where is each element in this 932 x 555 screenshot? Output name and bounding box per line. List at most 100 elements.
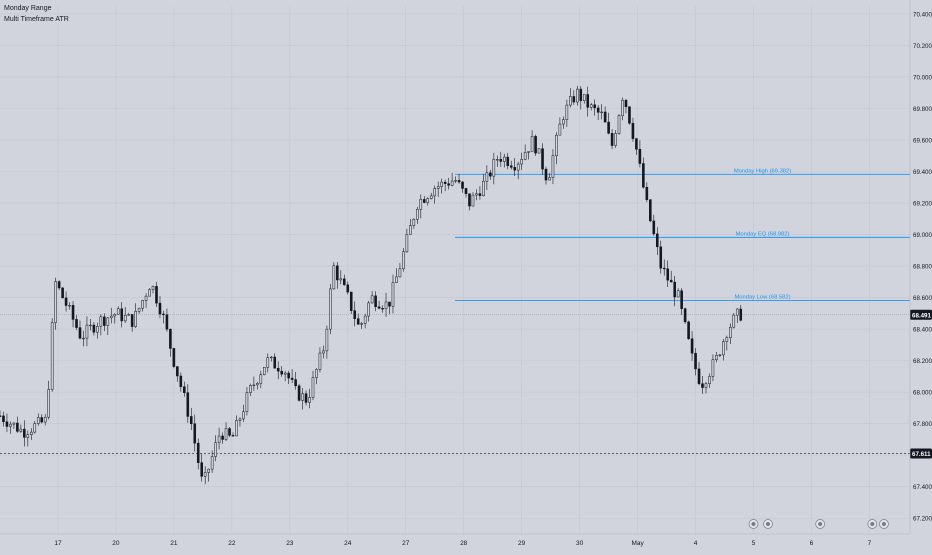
candle-body[interactable] — [106, 317, 110, 326]
candle-body[interactable] — [85, 324, 89, 339]
candle-body[interactable] — [429, 195, 433, 199]
candle-body[interactable] — [666, 268, 670, 281]
candle-body[interactable] — [419, 199, 423, 210]
candle-body[interactable] — [50, 322, 54, 390]
candle-body[interactable] — [412, 218, 416, 226]
candle-body[interactable] — [409, 225, 412, 235]
candle-body[interactable] — [735, 308, 739, 316]
candle-body[interactable] — [193, 423, 197, 444]
candle-body[interactable] — [127, 314, 130, 316]
candle-body[interactable] — [489, 172, 492, 177]
candle-body[interactable] — [739, 308, 743, 321]
candle-body[interactable] — [342, 278, 346, 286]
candle-body[interactable] — [402, 251, 405, 270]
candle-body[interactable] — [332, 265, 336, 290]
candles[interactable] — [0, 85, 743, 485]
candle-body[interactable] — [513, 167, 516, 171]
candle-body[interactable] — [200, 462, 204, 477]
candle-body[interactable] — [725, 337, 729, 342]
candle-body[interactable] — [203, 472, 207, 477]
candle-body[interactable] — [169, 328, 172, 349]
candle-body[interactable] — [235, 420, 238, 437]
candle-body[interactable] — [283, 372, 287, 375]
candle-body[interactable] — [120, 308, 124, 322]
candle-body[interactable] — [196, 442, 200, 463]
candle-body[interactable] — [339, 278, 343, 281]
candle-body[interactable] — [109, 315, 113, 319]
candle-body[interactable] — [304, 393, 308, 403]
candle-body[interactable] — [9, 423, 12, 427]
candle-body[interactable] — [492, 159, 496, 177]
candle-body[interactable] — [356, 318, 360, 325]
candle-body[interactable] — [551, 155, 555, 178]
candle-body[interactable] — [47, 389, 50, 418]
candle-body[interactable] — [635, 138, 638, 150]
candle-body[interactable] — [729, 326, 732, 338]
candle-body[interactable] — [103, 316, 106, 326]
candle-body[interactable] — [144, 295, 148, 301]
candle-body[interactable] — [162, 313, 165, 316]
candle-body[interactable] — [92, 324, 96, 333]
candle-body[interactable] — [690, 338, 694, 354]
candle-body[interactable] — [242, 411, 245, 420]
candle-body[interactable] — [297, 385, 301, 401]
candle-body[interactable] — [683, 308, 687, 323]
indicator-monday-range[interactable]: Monday Range — [4, 5, 52, 12]
candle-body[interactable] — [224, 428, 228, 440]
candle-body[interactable] — [189, 416, 193, 424]
candle-body[interactable] — [130, 314, 134, 327]
candle-body[interactable] — [638, 149, 642, 164]
previous-level-badge[interactable] — [910, 448, 932, 459]
candle-body[interactable] — [172, 348, 176, 367]
candle-body[interactable] — [0, 415, 2, 417]
candle-body[interactable] — [621, 99, 624, 116]
candle-body[interactable] — [353, 310, 357, 319]
candle-body[interactable] — [68, 305, 71, 307]
candle-body[interactable] — [238, 418, 242, 421]
candle-body[interactable] — [687, 321, 690, 339]
candle-body[interactable] — [628, 106, 631, 124]
candle-body[interactable] — [530, 136, 534, 152]
candle-body[interactable] — [322, 350, 325, 354]
candle-body[interactable] — [263, 366, 266, 375]
candle-body[interactable] — [259, 374, 263, 384]
current-price-badge[interactable] — [910, 309, 932, 320]
candle-body[interactable] — [541, 148, 544, 170]
candle-body[interactable] — [64, 297, 68, 306]
candle-body[interactable] — [645, 186, 649, 200]
candle-body[interactable] — [548, 177, 551, 181]
candle-body[interactable] — [655, 233, 659, 248]
candle-body[interactable] — [600, 111, 603, 114]
candle-body[interactable] — [478, 193, 482, 196]
candle-body[interactable] — [137, 307, 141, 312]
candle-body[interactable] — [33, 423, 37, 433]
price-axis-panel[interactable] — [910, 0, 932, 550]
candle-body[interactable] — [148, 289, 151, 297]
candle-body[interactable] — [614, 133, 617, 146]
candle-body[interactable] — [405, 234, 409, 252]
candle-body[interactable] — [256, 383, 259, 386]
candle-body[interactable] — [576, 88, 579, 103]
candle-body[interactable] — [436, 186, 440, 189]
candle-body[interactable] — [457, 180, 461, 183]
candle-body[interactable] — [475, 193, 478, 196]
candle-body[interactable] — [555, 134, 558, 157]
candle-body[interactable] — [89, 324, 92, 327]
candle-body[interactable] — [586, 94, 590, 108]
candle-body[interactable] — [582, 94, 586, 101]
candle-body[interactable] — [57, 281, 61, 289]
candle-body[interactable] — [537, 148, 541, 154]
candle-body[interactable] — [61, 287, 64, 299]
candle-body[interactable] — [659, 246, 663, 269]
candle-body[interactable] — [499, 159, 503, 162]
candle-body[interactable] — [377, 306, 381, 309]
candle-body[interactable] — [642, 163, 645, 188]
candle-body[interactable] — [433, 188, 437, 197]
candle-body[interactable] — [287, 372, 290, 379]
candle-body[interactable] — [593, 104, 596, 109]
candle-body[interactable] — [231, 435, 235, 437]
candle-body[interactable] — [113, 314, 117, 317]
candle-body[interactable] — [569, 96, 572, 106]
